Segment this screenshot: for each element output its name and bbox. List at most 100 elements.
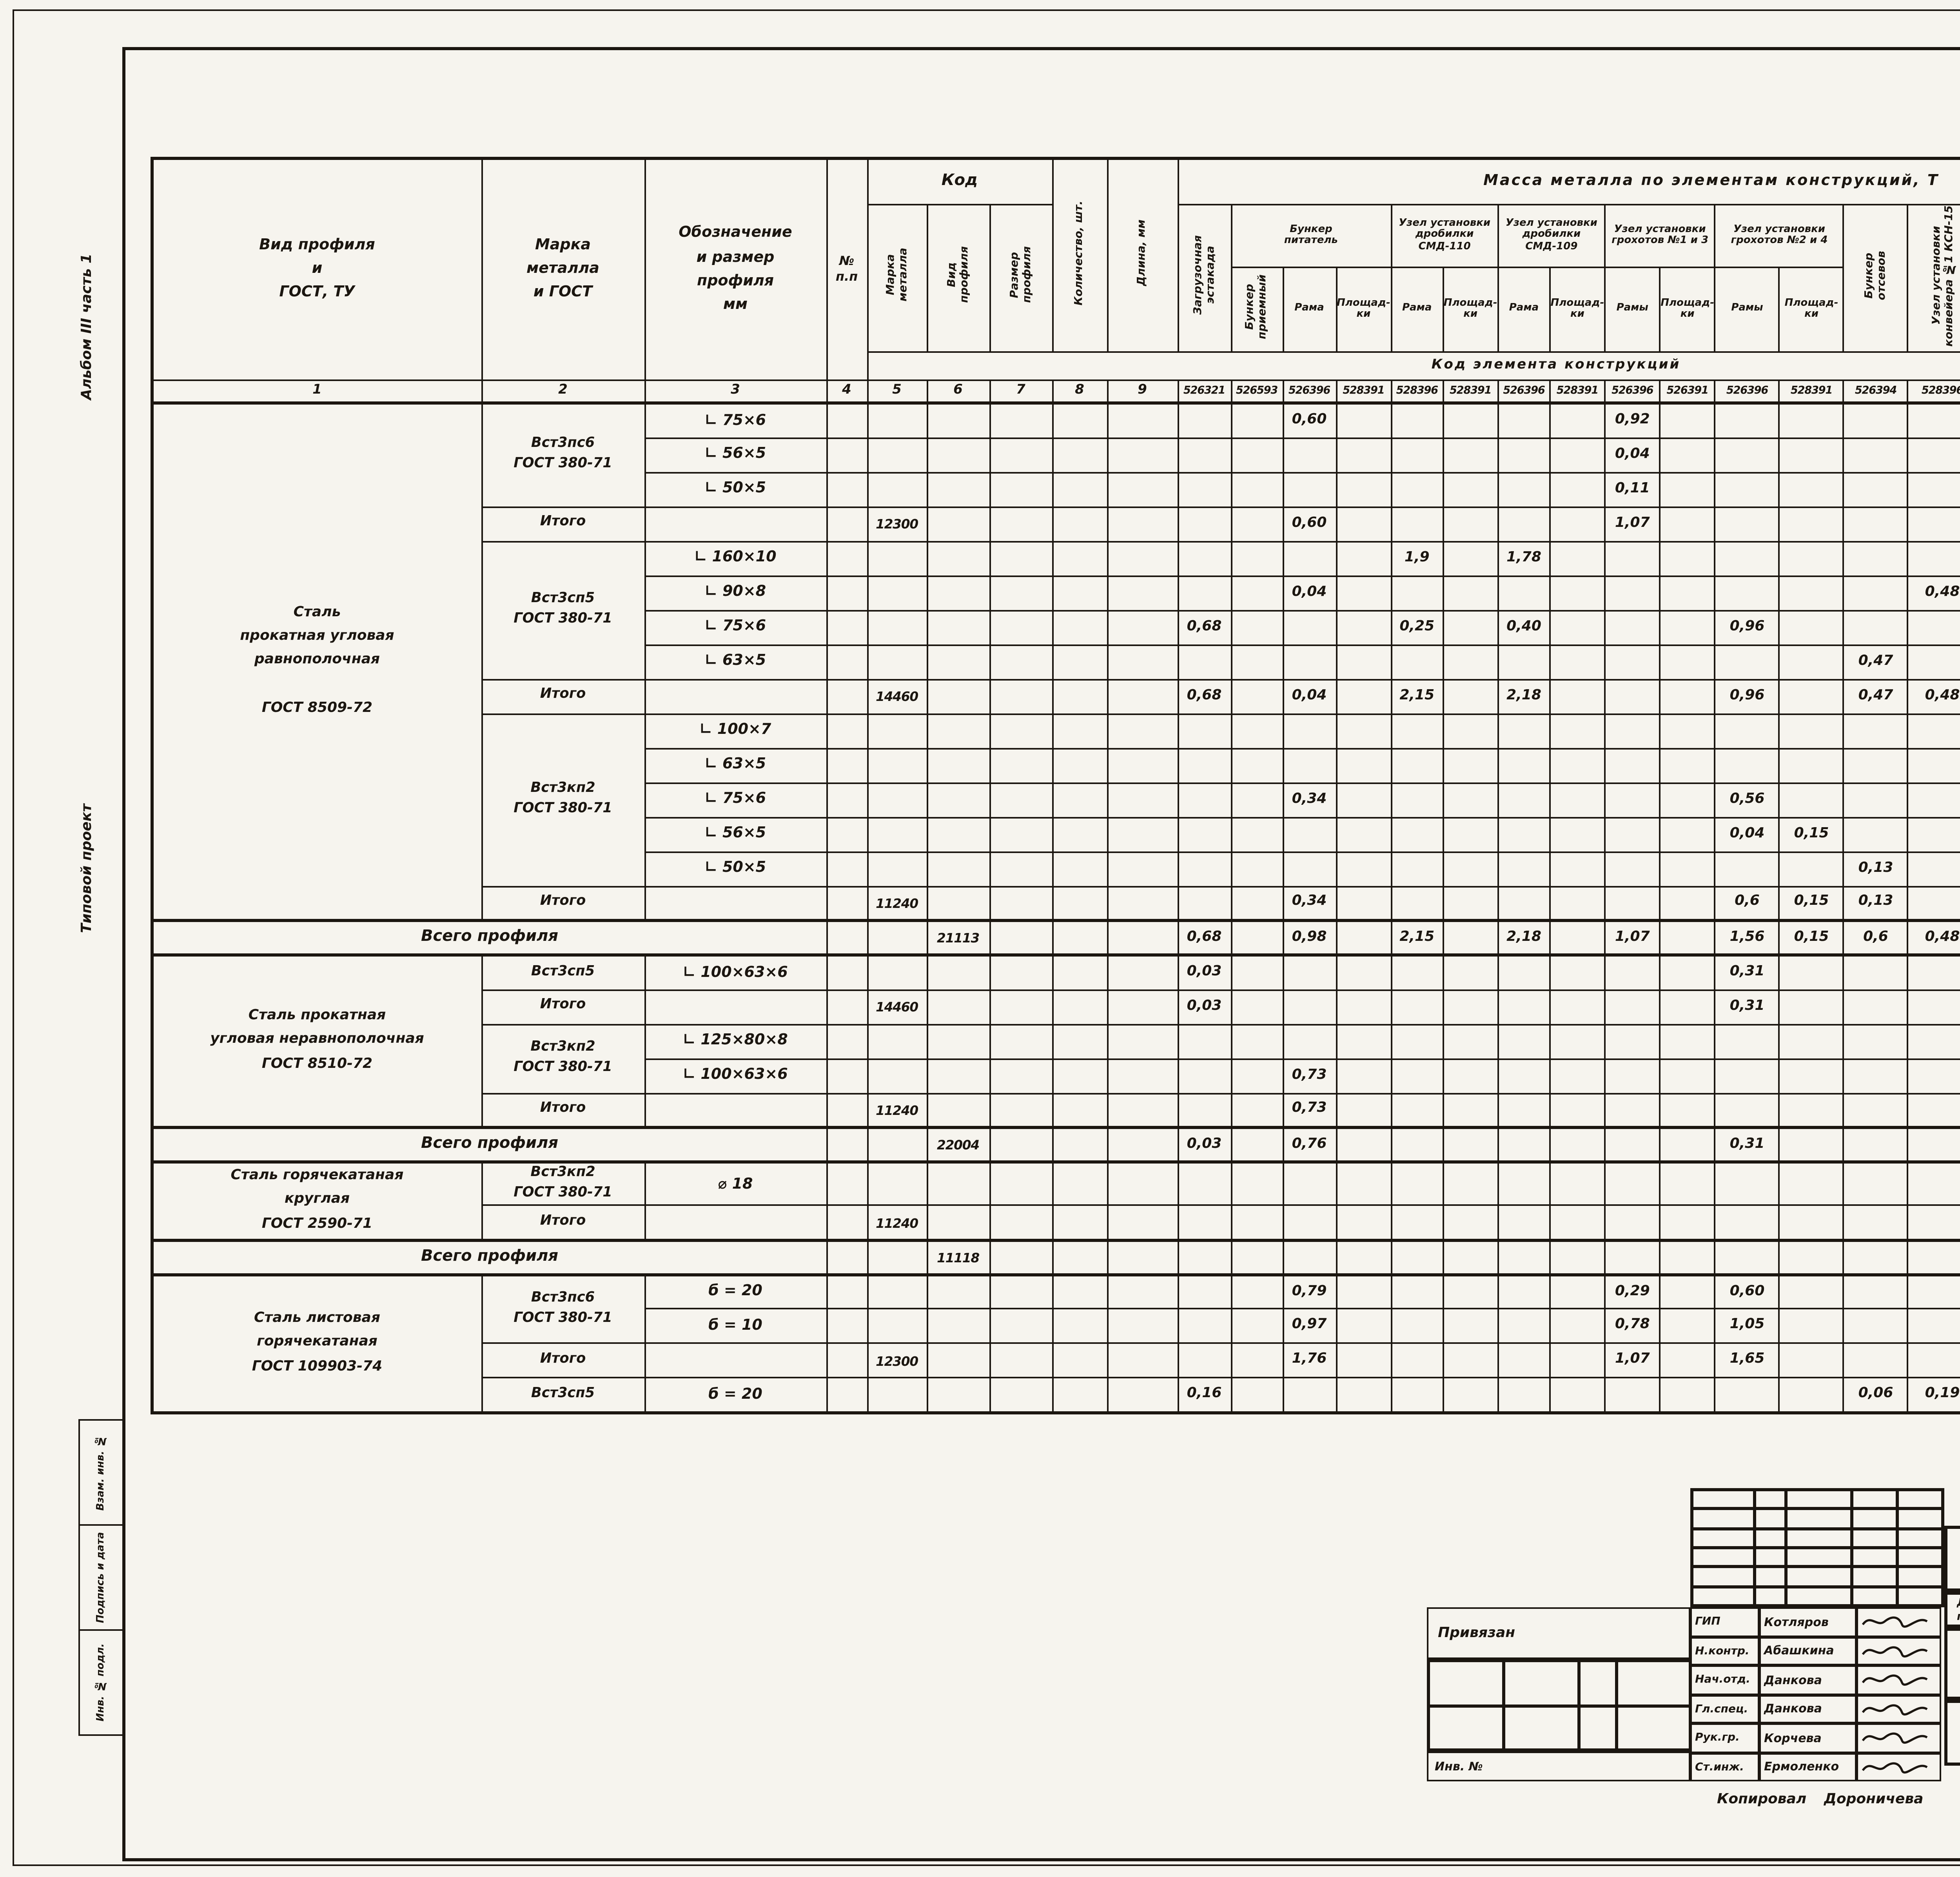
table-row: Сталь горячекатаная круглая ГОСТ 2590-71… <box>151 1160 1960 1241</box>
mass-cell <box>1659 1160 1716 1207</box>
num-cell <box>826 816 868 853</box>
mass-cell <box>1779 989 1844 1025</box>
length-cell <box>1106 1273 1178 1310</box>
table-row: Итого144600,680,042,152,180,960,470,487,… <box>152 678 1960 715</box>
mass-cell: 2,18 <box>1497 678 1551 715</box>
mass-cell <box>1604 851 1661 887</box>
copied-by: Дороничева <box>1824 1792 1924 1808</box>
length-cell <box>1106 1205 1178 1241</box>
table-row: Всего профиля 21113 0,68 0,98 2,15 2,18 1,07 1,… <box>151 919 1960 956</box>
itogo-label: Итого <box>481 1092 645 1129</box>
mass-cell <box>1714 401 1780 439</box>
mass-cell <box>1230 401 1283 439</box>
signature-name: Данкова <box>1759 1665 1857 1694</box>
mass-cell: 1,9 <box>1390 540 1444 577</box>
header-conveyor: Узел установки конвейера №1 КСН-15 <box>1907 203 1960 352</box>
column-number: 6 <box>926 379 990 404</box>
size-cell <box>644 1092 827 1129</box>
mass-cell <box>1907 1205 1960 1241</box>
mass-cell <box>1442 506 1499 542</box>
mass-cell <box>1177 1058 1232 1094</box>
code-size-cell <box>989 816 1053 853</box>
code-size-cell <box>989 506 1053 542</box>
mass-cell <box>1604 644 1661 680</box>
mass-cell <box>1390 989 1444 1025</box>
revision-grid-cell <box>1786 1586 1852 1606</box>
revision-grid-cell <box>1897 1567 1943 1587</box>
mass-cell <box>1779 401 1844 439</box>
length-cell <box>1106 953 1178 991</box>
mass-cell <box>1659 1205 1716 1241</box>
signature-role: Нач.отд. <box>1690 1665 1759 1694</box>
code-size-cell <box>989 919 1053 956</box>
code-size-cell <box>989 471 1053 508</box>
code-grade-cell: 14460 <box>866 678 927 715</box>
mass-cell: 0,40 <box>1497 609 1551 646</box>
mass-cell <box>1549 782 1606 818</box>
mass-cell: 0,48 <box>1907 678 1960 715</box>
mass-cell <box>1604 1126 1661 1163</box>
mass-cell <box>1335 1126 1392 1163</box>
mass-cell <box>1659 1092 1716 1129</box>
mass-cell <box>1177 1308 1232 1345</box>
mass-cell <box>1442 1308 1499 1345</box>
mass-cell <box>1390 575 1444 611</box>
num-cell <box>826 575 868 611</box>
mass-cell <box>1230 1377 1283 1414</box>
revision-grid-cell <box>1852 1567 1897 1587</box>
mass-cell <box>1442 678 1499 715</box>
code-grade-cell <box>866 1308 927 1345</box>
mass-cell <box>1177 575 1232 611</box>
mass-cell <box>1549 609 1606 646</box>
mass-cell <box>1907 1308 1960 1345</box>
mass-cell <box>1230 471 1283 508</box>
table-row: Вст3кп2 ГОСТ 380-71∟ 125×80×80,060,1 <box>152 1023 1960 1094</box>
table-row: ∟ 63×50,060,050,1 <box>152 747 1960 784</box>
mass-cell <box>1177 885 1232 922</box>
code-profile-cell <box>926 885 990 922</box>
num-cell <box>826 1343 868 1379</box>
mass-cell <box>1230 437 1283 473</box>
mass-cell <box>1549 885 1606 922</box>
mass-cell: 0,96 <box>1714 678 1780 715</box>
column-number: 1 <box>151 379 482 404</box>
mass-cell <box>1714 1377 1780 1414</box>
mass-cell <box>1497 953 1551 991</box>
mass-cell <box>1907 1343 1960 1379</box>
mass-cell <box>1230 644 1283 680</box>
header-ploshchadki: Площад- ки <box>1549 266 1606 352</box>
table-row: б = 100,970,781,050,132,9 <box>152 1308 1960 1345</box>
length-cell <box>1106 1126 1178 1163</box>
mass-cell <box>1659 678 1716 715</box>
length-cell <box>1106 713 1178 749</box>
mass-cell <box>1659 747 1716 784</box>
mass-cell <box>1177 437 1232 473</box>
mass-cell <box>1549 1343 1606 1379</box>
table-row: ∟ 50×50,130,1 <box>152 851 1960 887</box>
revision-grid-cell <box>1786 1528 1852 1548</box>
code-profile-cell <box>926 644 990 680</box>
num-cell <box>826 782 868 818</box>
mass-cell <box>1282 747 1337 784</box>
mass-cell <box>1843 1023 1909 1060</box>
itogo-label: Итого <box>481 678 645 715</box>
length-cell <box>1106 1343 1178 1379</box>
mass-cell <box>1497 1377 1551 1414</box>
signature-role: ГИП <box>1690 1607 1759 1636</box>
num-cell <box>826 1308 868 1345</box>
mass-cell <box>1177 506 1232 542</box>
mass-cell <box>1177 644 1232 680</box>
mass-cell: 0,04 <box>1604 437 1661 473</box>
header-loading-trestle: Загрузочная эстакада <box>1191 235 1217 315</box>
mass-cell <box>1659 1238 1716 1276</box>
mass-cell <box>1497 851 1551 887</box>
mass-cell <box>1230 1092 1283 1129</box>
size-cell: ⌀ 18 <box>644 1160 827 1207</box>
mass-cell: 0,92 <box>1604 401 1661 439</box>
mass-cell <box>1442 540 1499 577</box>
mass-cell <box>1390 1205 1444 1241</box>
qty-cell <box>1051 506 1108 542</box>
mass-cell <box>1604 1377 1661 1414</box>
outer-frame <box>13 9 1960 1866</box>
header-code-profile: Вид профиля <box>926 203 990 352</box>
